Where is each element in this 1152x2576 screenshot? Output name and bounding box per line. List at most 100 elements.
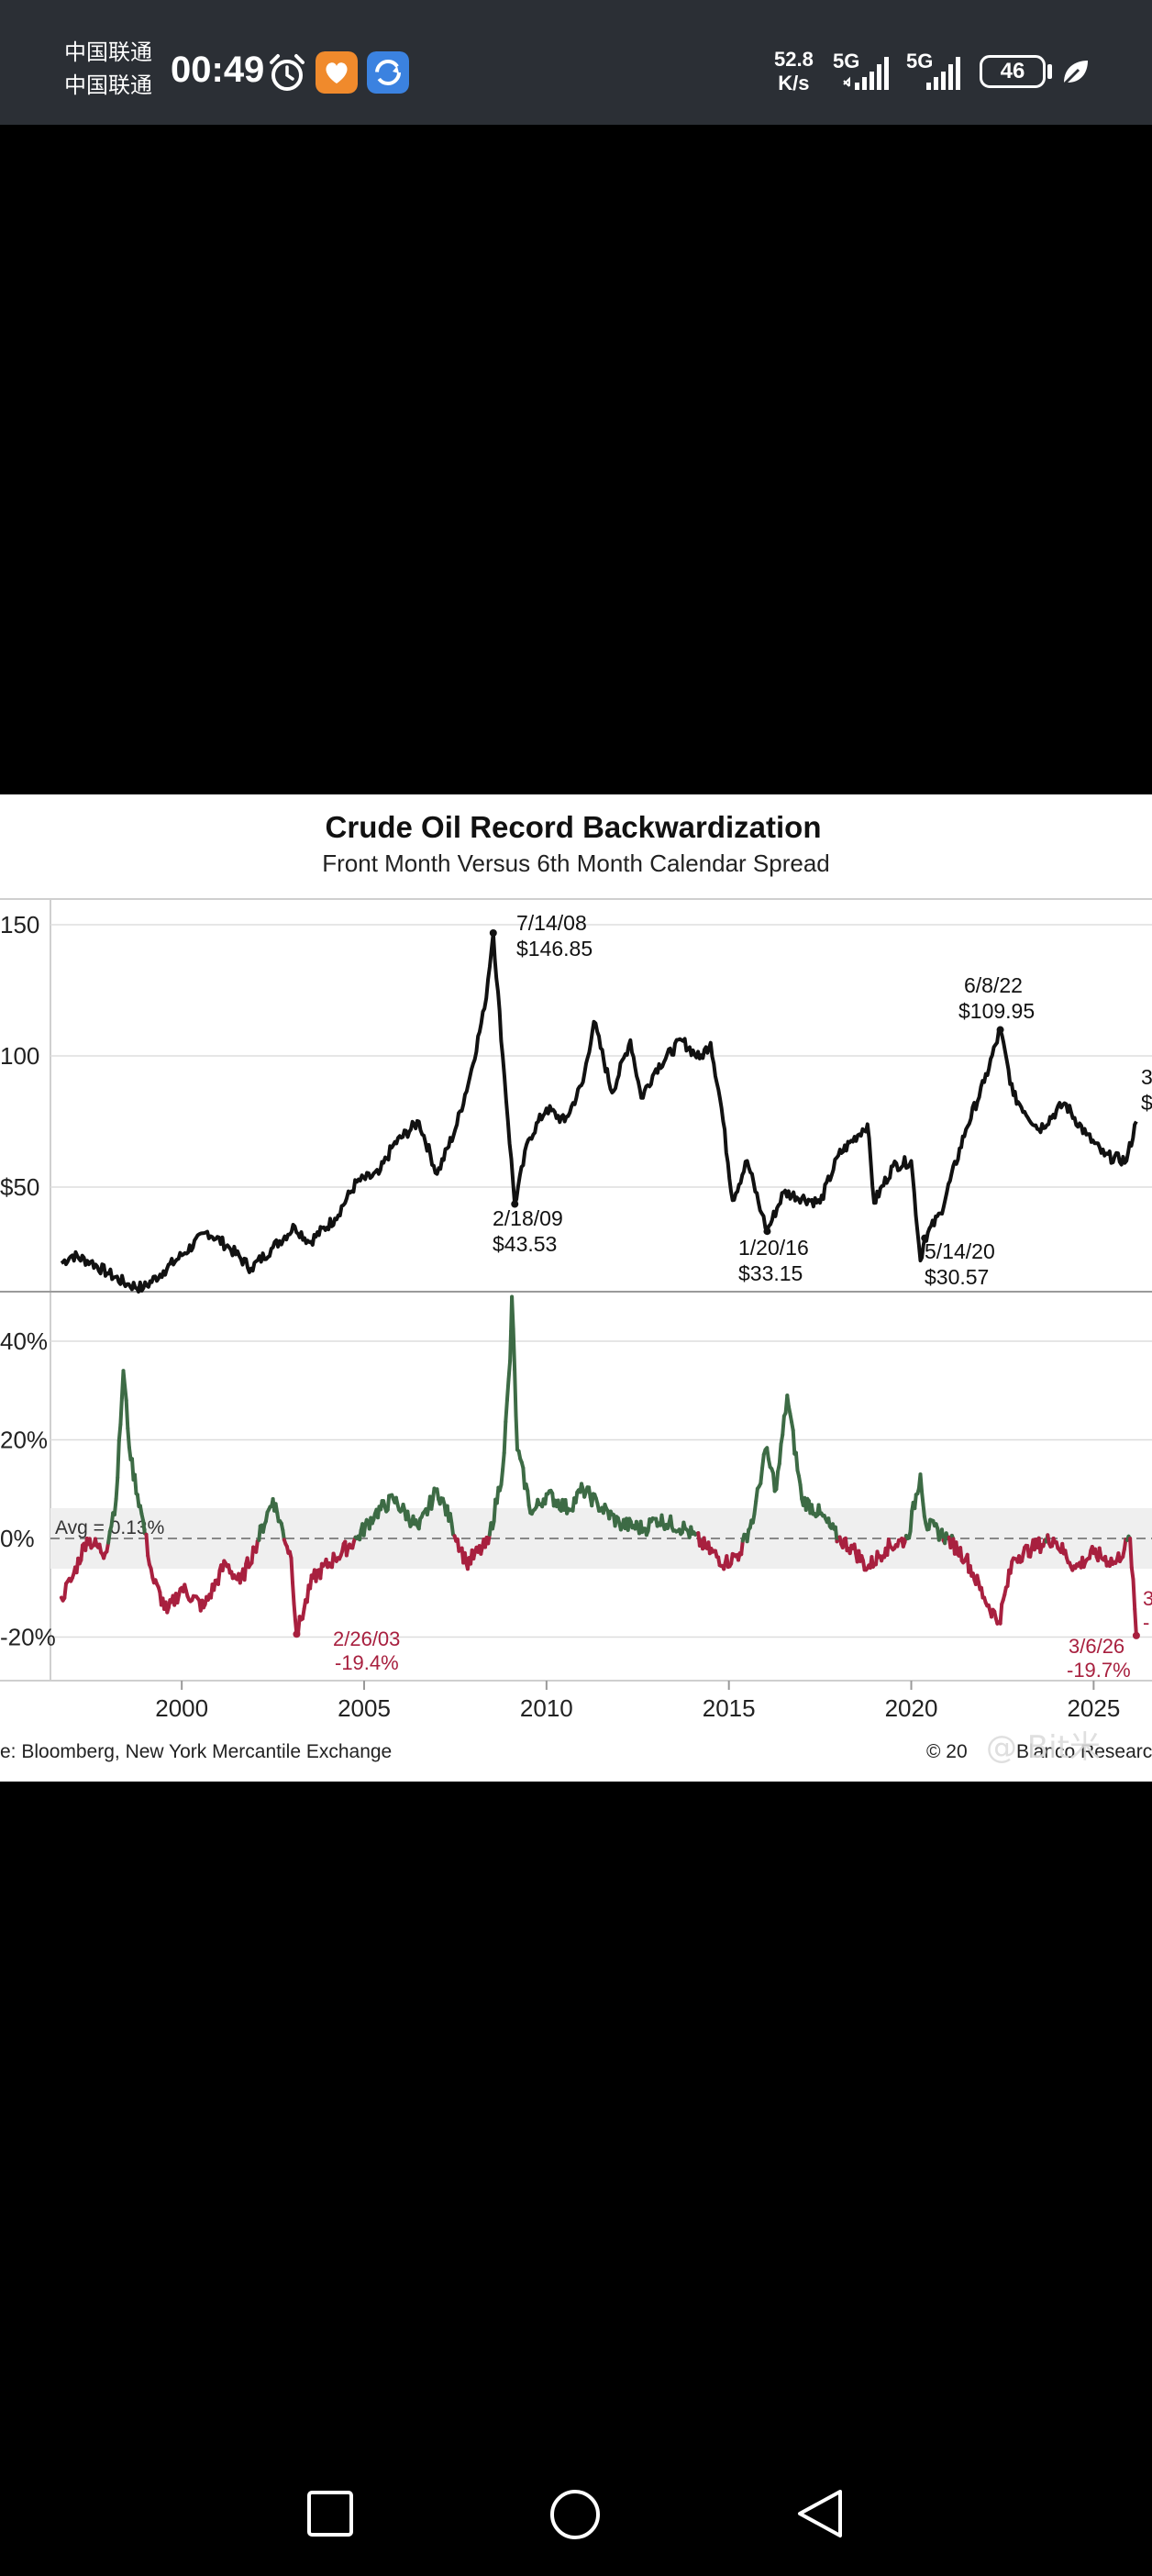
price-y-tick: 150: [0, 911, 39, 938]
spread-segment: [777, 1442, 783, 1466]
x-axis-ticks: 2000 2005 2010 2015 2020 2025: [155, 1681, 1120, 1722]
spread-segment: [918, 1472, 924, 1493]
spread-segment: [504, 1398, 509, 1424]
annotation-low-2016-date: 1/20/16: [738, 1236, 809, 1260]
price-extreme-marker: [996, 1026, 1004, 1034]
sim1-network-type: 5G: [833, 50, 860, 72]
spread-segment: [116, 1438, 121, 1480]
spread-segment: [106, 1529, 112, 1545]
chart-subtitle: Front Month Versus 6th Month Calendar Sp…: [322, 849, 830, 877]
spread-series: [59, 1294, 1138, 1638]
spread-segment: [506, 1359, 513, 1382]
sync-app-icon[interactable]: [367, 51, 409, 94]
spread-segment: [798, 1482, 804, 1501]
signal-icon-secondary: [926, 57, 960, 90]
annotation-low-2016-value: $33.15: [738, 1261, 803, 1285]
annotation-peak-2008-value: $146.85: [516, 937, 593, 960]
spread-segment: [759, 1466, 764, 1485]
annotation-low-2020-value: $30.57: [925, 1265, 989, 1289]
network-speed: 52.8 K/s: [774, 48, 814, 95]
spread-segment: [127, 1445, 133, 1461]
spread-segment: [114, 1475, 120, 1501]
sim2-network-type: 5G: [906, 50, 934, 72]
spread-segment: [920, 1489, 925, 1506]
spread-segment: [1133, 1607, 1138, 1638]
annotation-latest-price-date: 3: [1141, 1065, 1152, 1089]
spread-y-ticks: 40% 20% 0% -20%: [0, 1327, 56, 1651]
carrier-label-secondary: 中国联通: [64, 72, 152, 98]
back-icon[interactable]: [794, 2488, 846, 2539]
annotation-low-2020-date: 5/14/20: [925, 1239, 995, 1263]
watermark: @ Bit米: [986, 1729, 1101, 1766]
x-tick-label: 2025: [1067, 1694, 1120, 1722]
annotation-spread-2003-value: -19.4%: [335, 1651, 399, 1674]
annotation-peak-2022-value: $109.95: [958, 999, 1035, 1023]
spread-segment: [791, 1428, 797, 1456]
annotation-spread-2003-date: 2/26/03: [333, 1627, 400, 1650]
annotations: 7/14/08 $146.85 2/18/09 $43.53 1/20/16 $…: [293, 911, 1152, 1682]
spread-segment: [289, 1556, 294, 1585]
spread-segment: [998, 1602, 1004, 1626]
spread-segment: [590, 1492, 595, 1508]
spread-segment: [123, 1383, 128, 1403]
home-icon[interactable]: [548, 2488, 602, 2541]
chart-source: e: Bloomberg, New York Mercantile Exchan…: [0, 1741, 392, 1762]
annotation-latest-price-value: $: [1141, 1091, 1152, 1115]
spread-segment: [1131, 1577, 1137, 1611]
annotation-spread-2026-value: -19.7%: [1067, 1659, 1131, 1682]
spread-segment: [126, 1427, 131, 1449]
price-extreme-marker: [763, 1227, 771, 1236]
spread-segment: [118, 1395, 124, 1427]
spread-segment: [781, 1414, 786, 1438]
health-app-icon[interactable]: [316, 51, 358, 94]
spread-segment: [958, 1546, 964, 1563]
spread-segment: [242, 1561, 249, 1582]
price-extreme-marker: [489, 929, 497, 938]
spread-segment: [133, 1472, 138, 1495]
spread-segment: [116, 1422, 123, 1443]
spread-segment: [216, 1569, 222, 1586]
spread-segment: [765, 1446, 770, 1461]
spread-segment: [954, 1540, 959, 1557]
chart-canvas: Crude Oil Record Backwardization Front M…: [0, 810, 1152, 1766]
spread-segment: [141, 1518, 147, 1536]
spread-extreme-marker: [1132, 1631, 1140, 1639]
annotation-spread-2026-date: 3/6/26: [1069, 1635, 1124, 1658]
battery-nub: [1047, 64, 1052, 79]
spread-segment: [501, 1450, 506, 1471]
spread-segment: [124, 1398, 130, 1431]
navigation-bar: [0, 2459, 1152, 2576]
annotation-latest-spread-date: 3: [1143, 1587, 1152, 1610]
chart-image[interactable]: Crude Oil Record Backwardization Front M…: [0, 794, 1152, 1782]
x-tick-label: 2015: [703, 1694, 756, 1722]
spread-segment: [913, 1493, 918, 1511]
chart-copyright-rest: Blanco Research,: [1016, 1741, 1152, 1762]
annotation-low-2009-date: 2/18/09: [493, 1206, 563, 1230]
spread-segment: [291, 1581, 296, 1605]
spread-segment: [771, 1471, 777, 1493]
spread-segment: [752, 1499, 759, 1516]
spread-segment: [793, 1450, 800, 1472]
annotation-peak-2022-date: 6/8/22: [964, 973, 1023, 997]
spread-segment: [499, 1467, 505, 1487]
annotation-low-2009-value: $43.53: [493, 1232, 557, 1256]
spread-segment: [785, 1393, 791, 1409]
net-speed-unit: K/s: [778, 72, 810, 94]
spread-segment: [79, 1543, 84, 1562]
spread-segment: [669, 1514, 674, 1530]
spread-segment: [511, 1327, 517, 1371]
recent-apps-icon[interactable]: [306, 2490, 354, 2537]
spread-segment: [908, 1509, 914, 1534]
x-tick-label: 2005: [338, 1694, 391, 1722]
price-extreme-marker: [511, 1200, 519, 1208]
spread-segment: [257, 1524, 262, 1542]
spread-segment: [514, 1413, 519, 1452]
spread-segment: [62, 1582, 68, 1600]
spread-segment: [508, 1329, 514, 1363]
net-speed-value: 52.8: [774, 48, 814, 71]
price-y-tick: $50: [0, 1173, 39, 1201]
spread-segment: [504, 1377, 511, 1403]
spread-segment: [1008, 1560, 1014, 1575]
status-bar: 中国联通 中国联通 00:49 52.8 K/s 5G 5G 46: [0, 0, 1152, 125]
spread-segment: [121, 1369, 127, 1388]
